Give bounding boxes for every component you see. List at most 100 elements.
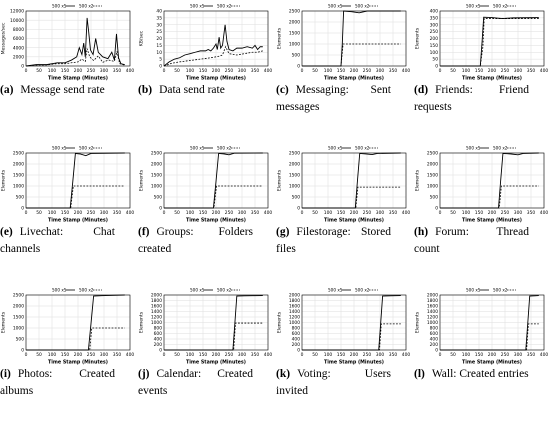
x-tick-label: 300 <box>514 352 523 358</box>
x-tick-label: 150 <box>61 352 70 358</box>
subfigure-caption: (g) Filestorage: Stored files <box>276 224 391 257</box>
x-tick-label: 300 <box>238 210 247 216</box>
chart-g: 0 500 1000 1500 2000 2500 0 50 100 150 200 250 300 35… <box>277 146 411 224</box>
x-tick-label: 350 <box>251 68 260 74</box>
legend-label: 500 x2 <box>355 146 370 151</box>
x-tick-label: 350 <box>113 68 122 74</box>
series-line-500-x2 <box>164 322 263 351</box>
x-tick-label: 100 <box>186 210 195 216</box>
x-tick-label: 0 <box>439 68 442 74</box>
y-tick-label: 2000 <box>289 293 300 299</box>
y-tick-label: 2000 <box>151 293 162 299</box>
subfigure-caption-text: Groups: Folders created <box>138 226 253 255</box>
chart-a: 0 2000 4000 6000 8000 10000 12000 0 50 100 150 200 2… <box>1 4 135 82</box>
legend: 500 x5 500 x2 <box>466 288 516 293</box>
y-tick-label: 100 <box>430 50 439 56</box>
x-tick-label: 200 <box>212 68 221 74</box>
y-tick-label: 400 <box>430 337 439 343</box>
y-tick-label: 200 <box>154 342 163 348</box>
legend-label: 500 x5 <box>190 288 205 293</box>
x-axis-label: Time Stamp (Minutes) <box>462 360 522 366</box>
legend-label: 500 x5 <box>328 4 343 9</box>
legend-label: 500 x5 <box>190 146 205 151</box>
x-tick-label: 50 <box>174 210 180 216</box>
y-tick-label: 800 <box>430 326 439 332</box>
series-line-500-x2 <box>25 48 125 67</box>
series-line-500-x2 <box>440 18 539 67</box>
x-tick-label: 100 <box>324 68 333 74</box>
subfigure-label: (k) <box>276 368 291 380</box>
x-tick-label: 300 <box>238 68 247 74</box>
subfigure-label: (e) <box>0 226 13 238</box>
subfigure-caption: (f) Groups: Folders created <box>138 224 253 257</box>
x-tick-label: 400 <box>402 352 411 358</box>
panel-c: 0 500 1000 1500 2000 2500 0 50 100 150 200 250 300 35… <box>276 2 413 144</box>
y-tick-label: 2000 <box>13 304 24 310</box>
x-tick-label: 200 <box>488 352 497 358</box>
y-tick-label: 400 <box>292 337 301 343</box>
x-tick-label: 150 <box>61 68 70 74</box>
x-tick-label: 0 <box>301 352 304 358</box>
x-tick-label: 250 <box>87 352 96 358</box>
x-tick-label: 200 <box>488 68 497 74</box>
y-tick-label: 800 <box>154 326 163 332</box>
y-tick-label: 1800 <box>151 298 162 304</box>
panel-f: 0 500 1000 1500 2000 2500 0 50 100 150 200 250 300 35… <box>138 144 275 286</box>
y-tick-label: 1200 <box>151 315 162 321</box>
legend-label: 500 x2 <box>493 146 508 151</box>
x-axis-label: Time Stamp (Minutes) <box>324 76 384 82</box>
series-line-500-x2 <box>26 327 125 351</box>
series-line-500-x5 <box>25 17 125 67</box>
subfigure-caption-text: Photos: Created albums <box>0 368 115 397</box>
legend: 500 x5 500 x2 <box>190 146 240 151</box>
legend-label: 500 x2 <box>493 4 508 9</box>
series-line-500-x2 <box>163 45 263 67</box>
series-line-500-x5 <box>302 10 401 67</box>
x-tick-label: 400 <box>264 352 273 358</box>
y-tick-label: 500 <box>430 195 439 201</box>
x-tick-label: 350 <box>251 210 260 216</box>
x-tick-label: 350 <box>527 352 536 358</box>
legend: 500 x5 500 x2 <box>190 288 240 293</box>
legend-label: 500 x2 <box>217 146 232 151</box>
y-tick-label: 10 <box>156 50 162 56</box>
x-tick-label: 250 <box>225 210 234 216</box>
chart-i: 0 500 1000 1500 2000 2500 0 50 100 150 200 250 300 35… <box>1 288 135 366</box>
panel-i: 0 500 1000 1500 2000 2500 0 50 100 150 200 250 300 35… <box>0 286 137 428</box>
x-tick-label: 250 <box>363 210 372 216</box>
y-tick-label: 0 <box>435 348 438 354</box>
x-tick-label: 300 <box>238 352 247 358</box>
y-tick-label: 300 <box>430 22 439 28</box>
plot-frame <box>163 152 269 209</box>
y-tick-label: 1500 <box>289 173 300 179</box>
panel-l: 0 200 400 600 800 1000 1200 1400 1600 1800 2000 0 50… <box>414 286 550 428</box>
y-axis-label: Elements <box>139 311 145 333</box>
subfigure-caption-text: Calendar: Created events <box>138 368 253 397</box>
y-tick-label: 50 <box>432 57 438 63</box>
y-tick-label: 600 <box>430 331 439 337</box>
y-tick-label: 1500 <box>289 31 300 37</box>
y-tick-label: 2000 <box>13 54 24 60</box>
x-axis-label: Time Stamp (Minutes) <box>324 218 384 224</box>
x-tick-label: 100 <box>48 210 57 216</box>
x-tick-label: 0 <box>163 68 166 74</box>
subfigure-caption: (e) Livechat: Chat channels <box>0 224 115 257</box>
chart-h: 0 500 1000 1500 2000 2500 0 50 100 150 200 250 300 35… <box>415 146 549 224</box>
subfigure-caption: (a) Message send rate <box>0 82 115 99</box>
y-tick-label: 1600 <box>289 304 300 310</box>
subfigure-caption: (b) Data send rate <box>138 82 253 99</box>
subfigure-label: (c) <box>276 84 289 96</box>
y-tick-label: 500 <box>16 195 25 201</box>
x-tick-label: 150 <box>337 210 346 216</box>
x-tick-label: 400 <box>126 68 135 74</box>
legend: 500 x5 500 x2 <box>466 146 516 151</box>
y-tick-label: 1500 <box>13 315 24 321</box>
series-line-500-x5 <box>26 152 125 209</box>
y-tick-label: 30 <box>156 22 162 28</box>
y-tick-label: 10000 <box>10 18 24 24</box>
x-tick-label: 50 <box>312 352 318 358</box>
series-line-500-x5 <box>302 295 401 351</box>
subfigure-label: (g) <box>276 226 290 238</box>
legend-label: 500 x5 <box>328 146 343 151</box>
x-axis-label: Time Stamp (Minutes) <box>48 218 108 224</box>
